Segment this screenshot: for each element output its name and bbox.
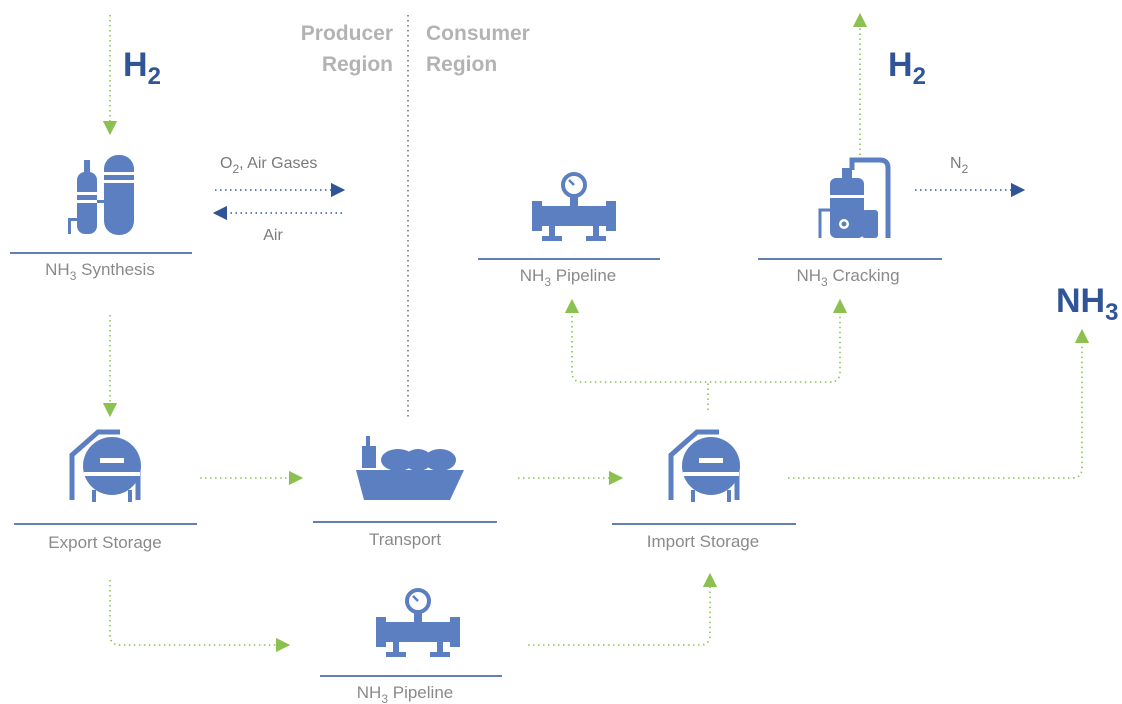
gas-flows — [212, 182, 1026, 221]
label-text: Cracking — [828, 266, 900, 285]
cracking-icon — [818, 157, 891, 238]
label-text: Synthesis — [76, 260, 154, 279]
label-text: H — [888, 46, 913, 84]
label-text: H — [123, 46, 148, 84]
flow-arrow — [564, 298, 848, 383]
label-text: Import Storage — [647, 532, 759, 551]
label-subscript: 2 — [913, 63, 926, 90]
flow-arrow — [528, 572, 718, 646]
label-subscript: 2 — [962, 162, 969, 176]
pipeline-bottom-icon — [376, 588, 460, 657]
label-text: NH — [520, 266, 545, 285]
flow-arrow — [788, 328, 1090, 479]
label-text: NH — [45, 260, 70, 279]
node-label: Export Storage — [48, 533, 161, 552]
region-label: Producer — [301, 22, 393, 45]
label-text: O — [220, 155, 232, 172]
label-subscript: 3 — [1105, 299, 1118, 326]
label-text: NH — [796, 266, 821, 285]
node-underlines — [10, 252, 942, 677]
label-text: Transport — [369, 530, 441, 549]
flow-label: NH3 — [1056, 282, 1118, 326]
label-subscript: 3 — [821, 275, 828, 289]
region-label: Region — [426, 53, 497, 76]
flow-label: H2 — [888, 46, 926, 90]
label-text: , Air Gases — [239, 155, 317, 172]
import-storage-icon — [668, 429, 740, 502]
label-subscript: 3 — [381, 692, 388, 704]
flow-label: O2, Air Gases — [220, 155, 317, 176]
label-subscript: 2 — [232, 162, 239, 176]
label-text: Air — [263, 227, 283, 244]
label-subscript: 3 — [544, 275, 551, 289]
synthesis-icon — [68, 155, 134, 235]
node-label: NH3 Synthesis — [45, 260, 155, 283]
region-label: Region — [322, 53, 393, 76]
flow-label: Air — [263, 227, 283, 244]
pipeline-top-icon — [532, 172, 616, 241]
flow-label: N2 — [950, 155, 969, 176]
node-label: NH3 Pipeline — [520, 266, 616, 289]
ship-icon — [356, 436, 464, 500]
label-text: NH — [357, 683, 382, 702]
label-subscript: 2 — [148, 63, 161, 90]
label-text: Export Storage — [48, 533, 161, 552]
region-label: Consumer — [426, 22, 530, 45]
flow-label: H2 — [123, 46, 161, 90]
label-text: N — [950, 155, 962, 172]
flow-arrow — [109, 580, 291, 653]
label-text: NH — [1056, 282, 1105, 320]
node-label: NH3 Pipeline — [357, 683, 453, 704]
label-text: Pipeline — [551, 266, 616, 285]
node-label: Import Storage — [647, 532, 759, 551]
export-storage-icon — [69, 429, 141, 502]
flows — [102, 12, 1090, 653]
label-text: Pipeline — [388, 683, 453, 702]
label-subscript: 3 — [70, 269, 77, 283]
node-label: NH3 Cracking — [796, 266, 899, 289]
node-label: Transport — [369, 530, 441, 549]
